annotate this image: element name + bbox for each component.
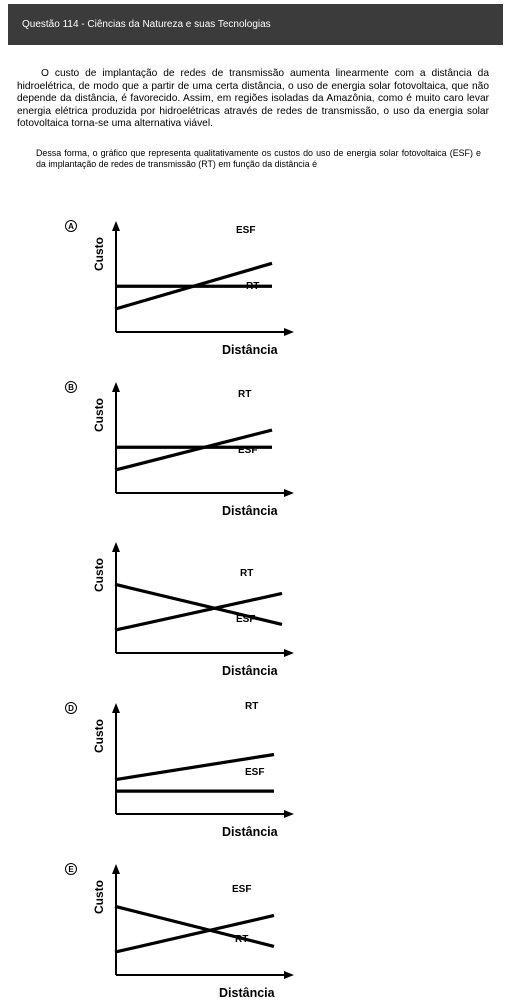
option-letter: A	[65, 220, 77, 232]
y-axis-arrow	[112, 382, 120, 392]
y-axis-arrow	[112, 703, 120, 713]
x-axis-label: Distância	[222, 664, 278, 678]
series-label-esf: ESF	[232, 884, 252, 895]
series-line-esf	[114, 913, 275, 954]
y-axis-label: Custo	[92, 880, 106, 914]
y-axis-arrow	[112, 864, 120, 874]
series-label-rt: RT	[246, 281, 260, 292]
series-label-esf: ESF	[245, 767, 265, 778]
x-axis-label: Distância	[219, 986, 275, 1000]
option-chart-c: RT ESF Custo Distância	[0, 534, 513, 684]
chart-canvas	[112, 382, 294, 497]
option-letter: B	[65, 381, 77, 393]
x-axis-label: Distância	[222, 825, 278, 839]
option-chart-d: D RT ESF Custo Distância	[0, 695, 513, 845]
y-axis-label: Custo	[92, 719, 106, 753]
option-letter: D	[65, 702, 77, 714]
chart-canvas	[112, 221, 294, 336]
y-axis-label: Custo	[92, 237, 106, 271]
y-axis-label: Custo	[92, 558, 106, 592]
x-axis-label: Distância	[222, 343, 278, 357]
series-line-rt	[114, 904, 275, 948]
option-letter: E	[65, 863, 77, 875]
x-axis-arrow	[284, 971, 294, 979]
question-title: Questão 114 - Ciências da Natureza e sua…	[22, 19, 271, 30]
x-axis-arrow	[284, 328, 294, 336]
option-chart-e: E ESF RT Custo Distância	[0, 856, 513, 1006]
question-header: Questão 114 - Ciências da Natureza e sua…	[8, 4, 503, 45]
series-label-rt: RT	[238, 389, 252, 400]
question-stem: Dessa forma, o gráfico que representa qu…	[36, 148, 481, 169]
y-axis-arrow	[112, 542, 120, 552]
option-chart-a: A ESF RT Custo Distância	[0, 213, 513, 363]
y-axis-arrow	[112, 221, 120, 231]
x-axis-arrow	[284, 810, 294, 818]
x-axis-arrow	[284, 489, 294, 497]
series-label-esf: ESF	[236, 225, 256, 236]
option-chart-b: B RT ESF Custo Distância	[0, 374, 513, 524]
chart-canvas	[112, 864, 294, 979]
chart-canvas	[112, 703, 294, 818]
y-axis-label: Custo	[92, 398, 106, 432]
series-line-rt	[114, 428, 273, 472]
x-axis-label: Distância	[222, 504, 278, 518]
series-line-rt	[114, 752, 275, 782]
series-label-rt: RT	[235, 934, 249, 945]
intro-paragraph: O custo de implantação de redes de trans…	[17, 68, 489, 130]
x-axis-arrow	[284, 649, 294, 657]
series-line-esf	[114, 582, 283, 626]
series-label-rt: RT	[240, 568, 254, 579]
chart-canvas	[112, 542, 294, 657]
series-label-rt: RT	[245, 701, 259, 712]
series-label-esf: ESF	[236, 614, 256, 625]
series-label-esf: ESF	[238, 445, 258, 456]
series-line-rt	[114, 591, 283, 632]
